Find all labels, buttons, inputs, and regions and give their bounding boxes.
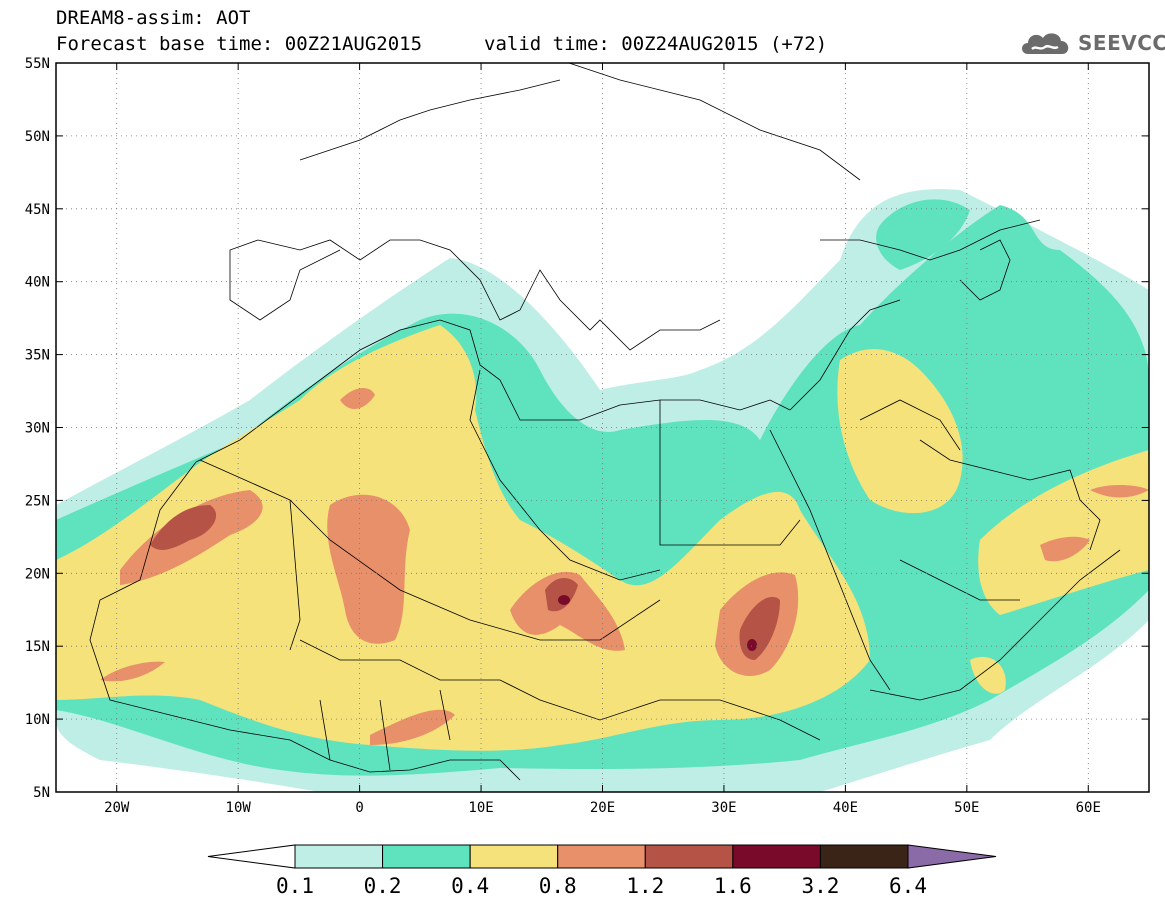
- lat-label: 45N: [25, 202, 50, 218]
- lon-label: 50E: [954, 800, 979, 816]
- colorbar-swatch: [382, 844, 471, 869]
- lat-label: 15N: [25, 639, 50, 655]
- colorbar-label: 0.1: [276, 874, 314, 898]
- lon-label: 20W: [104, 800, 130, 816]
- colorbar-label: 1.6: [714, 874, 752, 898]
- colorbar-swatch: [819, 844, 909, 869]
- colorbar-swatch: [732, 844, 821, 869]
- aot-field: [56, 63, 1149, 792]
- lon-label: 0: [355, 800, 363, 816]
- colorbar-label: 3.2: [801, 874, 839, 898]
- cloud-icon: [1022, 33, 1069, 54]
- lon-label: 10W: [226, 800, 252, 816]
- lat-label: 55N: [25, 56, 50, 72]
- colorbar-label: 0.2: [364, 874, 402, 898]
- colorbar-swatch: [469, 844, 559, 869]
- gridlines: [56, 63, 1149, 792]
- colorbar-swatch: [294, 844, 384, 869]
- lon-label: 40E: [833, 800, 858, 816]
- logo-text: SEEVCCC: [1078, 31, 1165, 55]
- colorbar: 0.1 0.2 0.4 0.8 1.2 1.6 3.2 6.4: [207, 844, 997, 898]
- colorbar-swatch: [644, 844, 734, 869]
- forecast-times: Forecast base time: 00Z21AUG2015 valid ti…: [56, 33, 827, 55]
- colorbar-arrow-high: [907, 844, 997, 869]
- colorbar-label: 0.8: [539, 874, 577, 898]
- lon-label: 30E: [711, 800, 736, 816]
- lat-label: 25N: [25, 493, 50, 509]
- colorbar-swatch: [557, 844, 646, 869]
- lat-label: 30N: [25, 421, 50, 437]
- coastlines-and-borders: [89, 63, 1121, 781]
- lat-label: 40N: [25, 275, 50, 291]
- lat-label: 35N: [25, 348, 50, 364]
- aot-band-0.4-0.8: [56, 325, 1149, 751]
- axes: 55N 50N 45N 40N 35N 30N 25N 20N 15N 10N 5N 20W 10W 0 1…: [25, 56, 1149, 816]
- lat-label: 10N: [25, 712, 50, 728]
- colorbar-arrow-low: [207, 844, 296, 869]
- colorbar-label: 1.2: [626, 874, 664, 898]
- colorbar-label: 6.4: [889, 874, 927, 898]
- lon-label: 10E: [468, 800, 493, 816]
- colorbar-label: 0.4: [451, 874, 489, 898]
- base-time: Forecast base time: 00Z21AUG2015: [56, 33, 423, 55]
- aot-band-1.6-3.2: [558, 595, 757, 651]
- valid-time: valid time: 00Z24AUG2015 (+72): [484, 33, 828, 55]
- lat-label: 20N: [25, 566, 50, 582]
- lat-label: 5N: [33, 785, 50, 801]
- plot-title: DREAM8-assim: AOT: [56, 7, 251, 29]
- lon-label: 60E: [1076, 800, 1101, 816]
- lat-label: 50N: [25, 129, 50, 145]
- seevccc-logo: SEEVCCC: [1018, 28, 1165, 58]
- lon-label: 20E: [590, 800, 615, 816]
